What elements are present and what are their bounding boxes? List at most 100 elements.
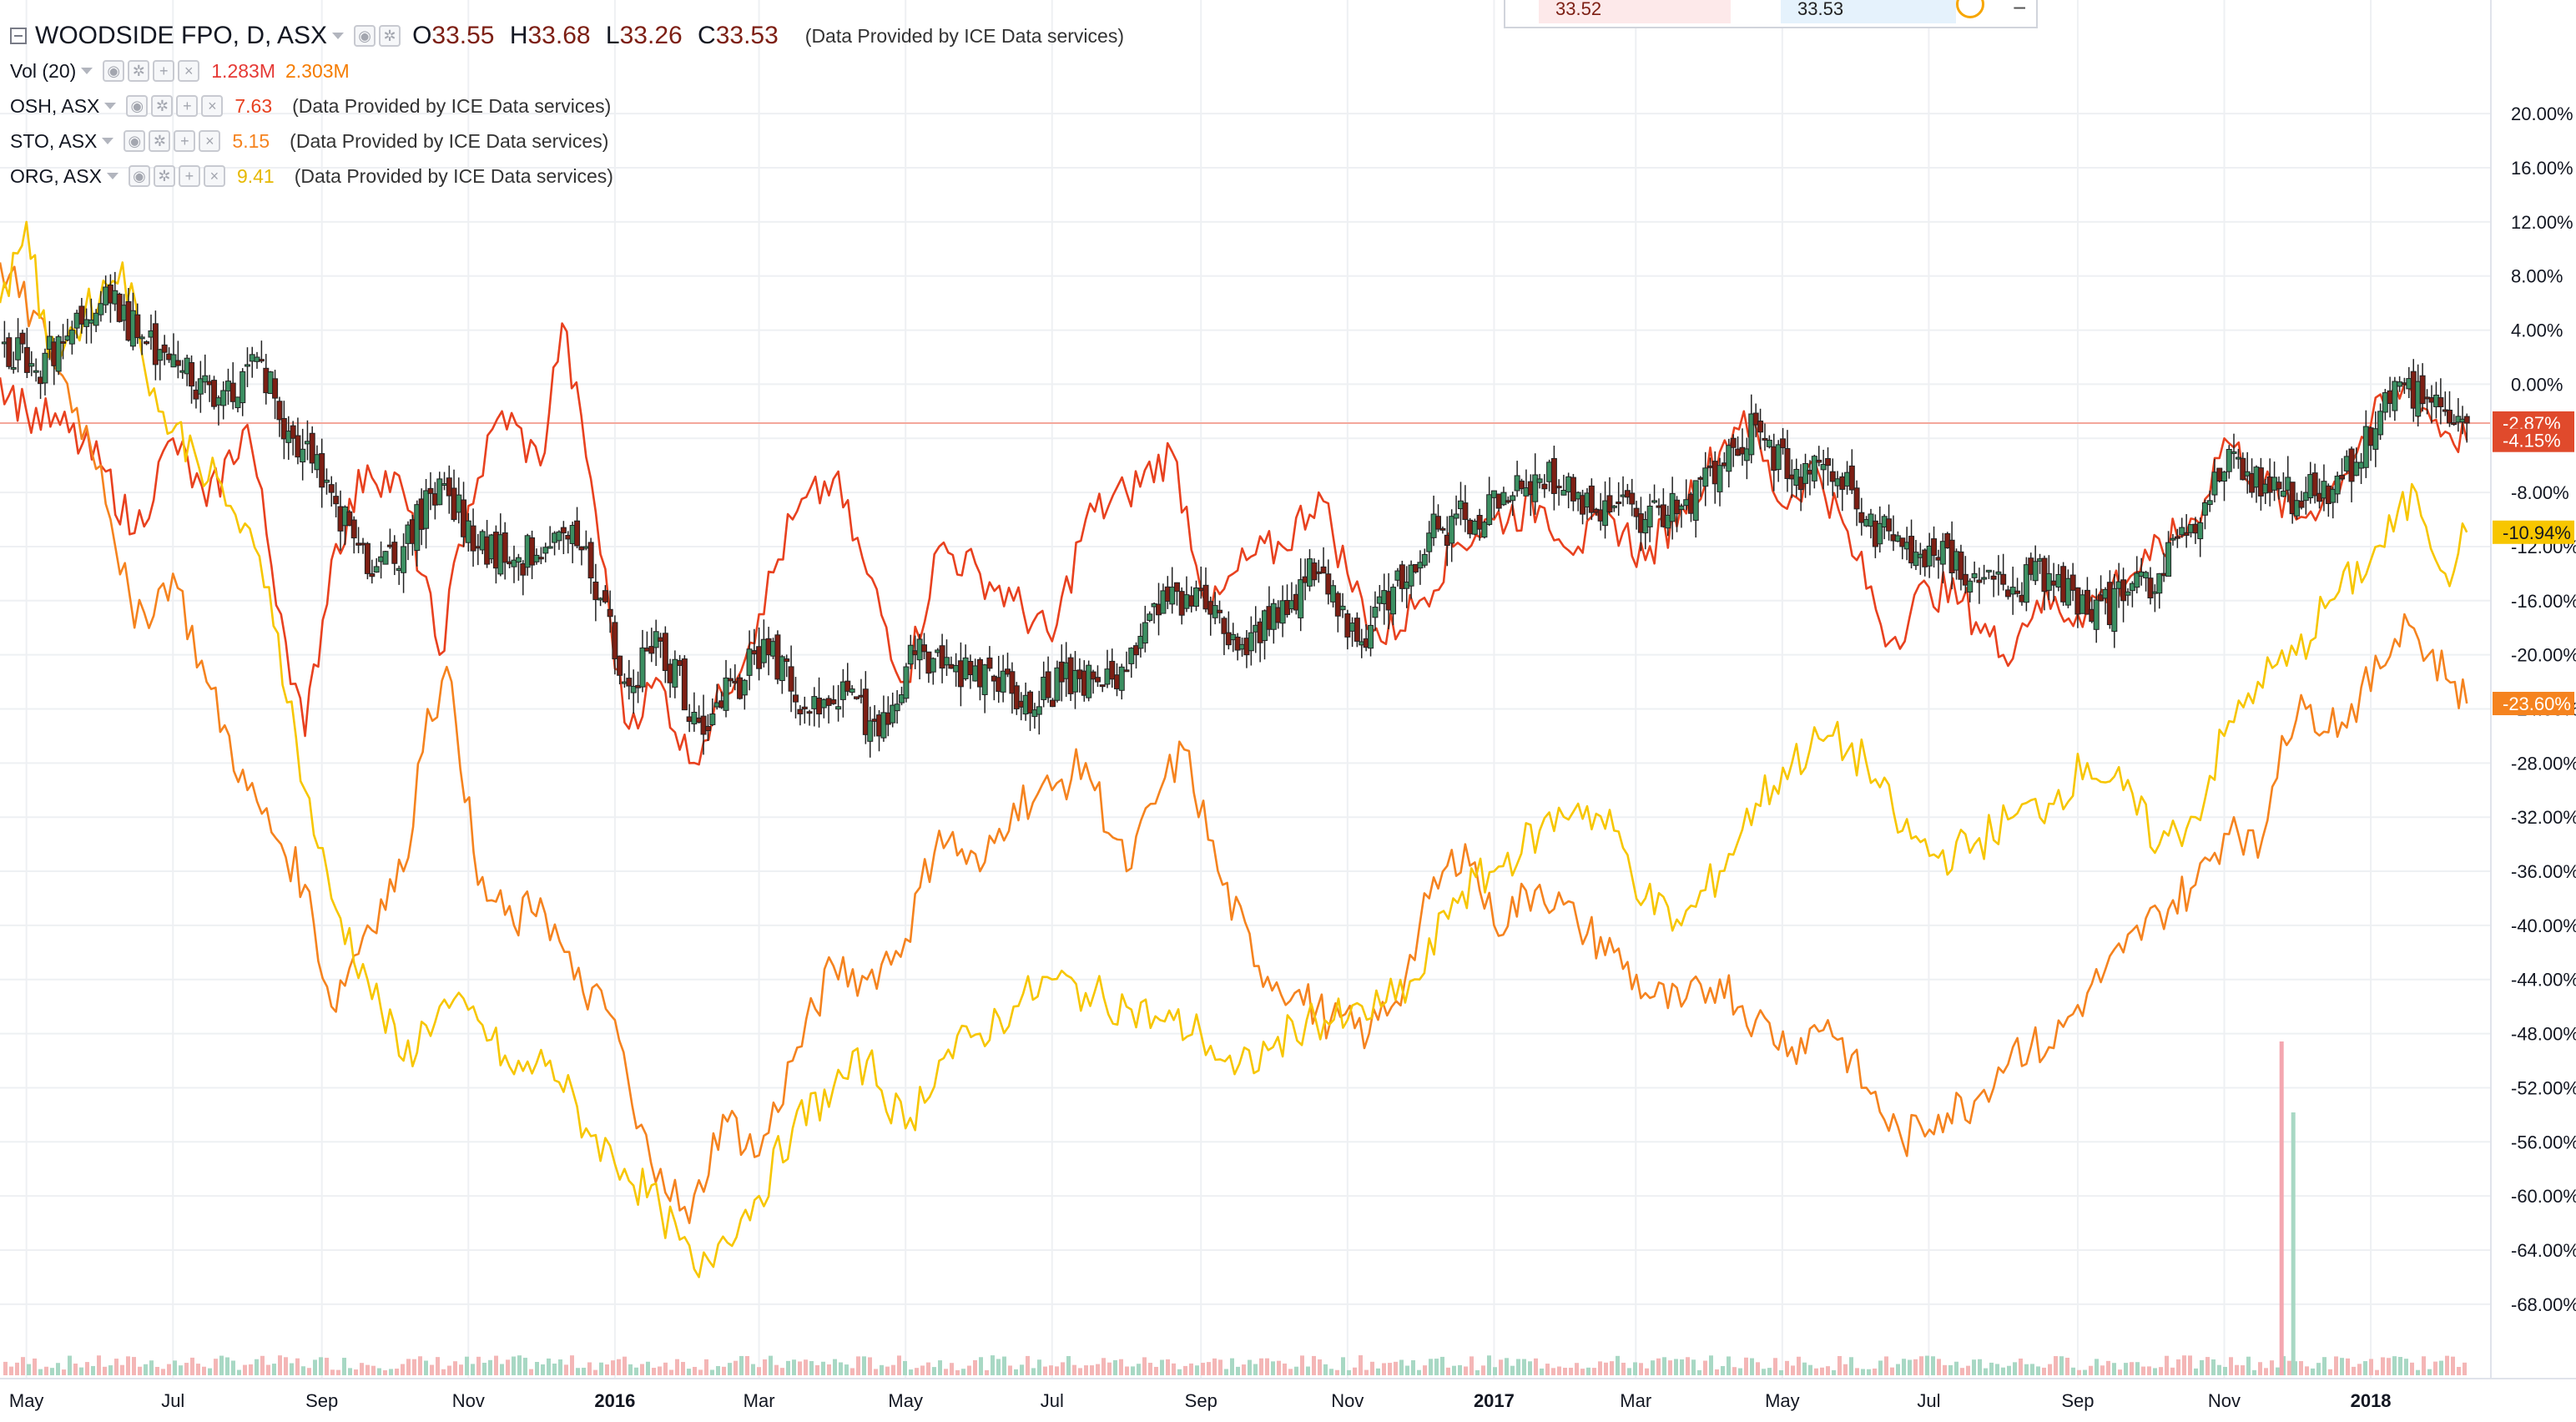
volume-bar: [1744, 1357, 1748, 1375]
volume-bar: [623, 1356, 627, 1375]
candle-body: [1086, 664, 1092, 698]
volume-bar: [38, 1369, 43, 1375]
volume-bar: [1271, 1361, 1275, 1375]
low-value: 33.26: [619, 22, 683, 49]
close-icon[interactable]: ×: [199, 130, 221, 152]
candle-body: [1611, 505, 1617, 508]
volume-bar: [2287, 1360, 2291, 1375]
eye-icon[interactable]: ◉: [103, 60, 125, 82]
symbol-title: WOODSIDE FPO, D, ASX: [35, 22, 328, 49]
volume-bar: [541, 1364, 545, 1375]
eye-icon[interactable]: ◉: [124, 130, 146, 152]
candle-body: [2231, 451, 2237, 454]
close-icon[interactable]: ×: [201, 95, 224, 117]
chevron-down-icon[interactable]: [81, 68, 93, 74]
plus-icon[interactable]: +: [176, 95, 199, 117]
gear-icon[interactable]: ✲: [128, 60, 150, 82]
candle-body: [592, 581, 599, 601]
volume-bar: [149, 1360, 154, 1375]
alert-circle-icon[interactable]: [1956, 0, 1984, 18]
volume-bar: [1645, 1368, 1649, 1375]
eye-icon[interactable]: ◉: [126, 95, 149, 117]
legend-value: 7.63: [234, 94, 273, 117]
volume-bar: [652, 1368, 656, 1375]
volume-bar: [377, 1368, 381, 1375]
candle-body: [2372, 428, 2379, 450]
volume-bar: [266, 1364, 270, 1375]
legend-value: 9.41: [236, 164, 275, 187]
candle-body: [465, 520, 471, 543]
y-tick-label: -52.00%: [2511, 1077, 2576, 1098]
volume-bar: [1598, 1361, 1602, 1375]
volume-bar: [1978, 1359, 1982, 1375]
eye-icon[interactable]: ◉: [354, 25, 376, 47]
volume-bar: [1049, 1365, 1053, 1375]
candle-body: [854, 696, 860, 699]
volume-bar: [436, 1357, 440, 1375]
volume-bar: [512, 1356, 516, 1375]
volume-bar: [1510, 1365, 1515, 1375]
high-label: H: [509, 22, 528, 49]
x-tick-label: 2018: [2351, 1390, 2392, 1411]
volume-bar: [681, 1362, 685, 1375]
minus-icon[interactable]: −: [2013, 0, 2027, 21]
candle-body: [319, 453, 325, 488]
volume-bar: [319, 1357, 323, 1375]
candle-body: [1054, 667, 1061, 701]
candle-body: [1481, 522, 1488, 538]
volume-bar: [961, 1369, 965, 1375]
candle-body: [894, 703, 900, 712]
plus-icon[interactable]: +: [174, 130, 196, 152]
volume-bar: [1055, 1366, 1059, 1375]
candle-body: [1372, 607, 1379, 618]
candle-body: [272, 378, 279, 399]
plus-icon[interactable]: +: [178, 165, 200, 187]
plus-icon[interactable]: +: [153, 60, 175, 82]
volume-bar: [1563, 1368, 1567, 1375]
candle-body: [1616, 502, 1622, 505]
volume-bar: [1160, 1359, 1164, 1375]
chevron-down-icon[interactable]: [104, 103, 117, 109]
candle-body: [520, 562, 527, 576]
volume-bar: [108, 1365, 113, 1375]
volume-bar: [50, 1368, 54, 1375]
x-tick-label: Nov: [452, 1390, 485, 1411]
legend-name: OSH, ASX: [10, 94, 100, 117]
volume-bar: [1902, 1359, 1906, 1375]
candle-body: [862, 688, 869, 735]
candle-body: [867, 720, 874, 742]
volume-bar: [1528, 1361, 1532, 1375]
close-icon[interactable]: ×: [203, 165, 225, 187]
data-provider: (Data Provided by ICE Data services): [292, 94, 612, 117]
chevron-down-icon[interactable]: [332, 33, 345, 39]
chevron-down-icon[interactable]: [102, 138, 114, 144]
close-icon[interactable]: ×: [178, 60, 200, 82]
gear-icon[interactable]: ✲: [149, 130, 171, 152]
tooltip-value-b: 33.53: [1781, 0, 1956, 23]
volume-bar: [1802, 1362, 1807, 1375]
volume-bar: [833, 1359, 837, 1375]
gear-icon[interactable]: ✲: [379, 25, 401, 47]
volume-bar: [1954, 1361, 1958, 1375]
volume-bar: [9, 1366, 13, 1375]
candle-body: [1990, 575, 1997, 580]
candle-body: [83, 319, 90, 327]
gear-icon[interactable]: ✲: [153, 165, 175, 187]
gear-icon[interactable]: ✲: [151, 95, 174, 117]
candle-body: [612, 622, 618, 659]
volume-bars: [3, 1041, 2467, 1375]
eye-icon[interactable]: ◉: [128, 165, 150, 187]
volume-bar: [1984, 1368, 1988, 1375]
volume-bar: [1651, 1360, 1655, 1375]
volume-bar: [815, 1364, 819, 1375]
volume-bar: [2291, 1112, 2296, 1375]
chevron-down-icon[interactable]: [106, 173, 118, 179]
volume-bar: [1195, 1365, 1199, 1375]
y-tick-label: 0.00%: [2511, 374, 2563, 395]
candle-body: [1848, 465, 1855, 491]
candle-body: [189, 361, 195, 387]
collapse-icon[interactable]: [10, 28, 27, 44]
volume-bar: [1452, 1365, 1456, 1375]
